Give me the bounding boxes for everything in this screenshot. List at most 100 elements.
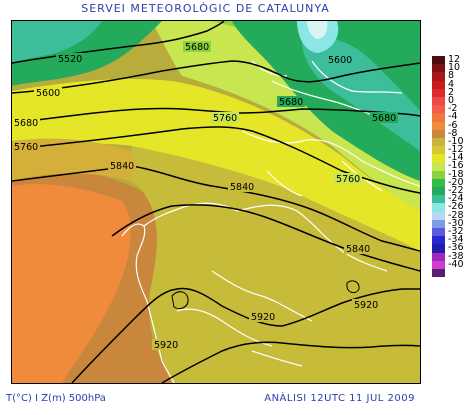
legend-swatch <box>432 146 445 155</box>
legend-label: -38 <box>448 250 464 262</box>
legend-label: -34 <box>448 234 464 246</box>
contour-label: 5600 <box>328 55 352 66</box>
legend-item: -38 <box>432 250 472 262</box>
legend-label: -22 <box>448 185 464 196</box>
legend-swatch <box>432 219 445 228</box>
legend-item: -12 <box>432 144 472 156</box>
legend-item: 10 <box>432 62 472 74</box>
legend-label: -18 <box>448 168 464 180</box>
legend-swatch <box>432 154 445 163</box>
legend-label: -40 <box>448 258 464 270</box>
legend-label: -26 <box>448 201 464 213</box>
legend-item: -28 <box>432 209 472 221</box>
legend-item: -18 <box>432 168 472 180</box>
legend-swatch <box>432 96 445 106</box>
legend-swatch <box>432 162 445 171</box>
legend-swatch <box>432 80 445 89</box>
legend-item: 4 <box>432 78 472 90</box>
contour-label: 5680 <box>279 97 303 108</box>
legend-swatch <box>432 88 445 97</box>
contour-label: 5760 <box>213 113 237 124</box>
legend-swatch <box>432 72 445 81</box>
legend-label: 4 <box>448 78 455 90</box>
legend-swatch <box>432 227 445 237</box>
weather-map: 5520 5600 5680 5760 5680 5600 5680 5680 … <box>11 20 421 384</box>
legend-swatch <box>432 56 445 65</box>
legend-swatch <box>432 129 445 138</box>
legend-label: 12 <box>448 54 461 65</box>
legend-swatch <box>432 268 445 278</box>
legend-item: -14 <box>432 152 472 164</box>
legend-item: -34 <box>432 234 472 246</box>
legend-swatch <box>432 244 445 253</box>
contour-label: 5920 <box>251 312 275 323</box>
legend-item: -6 <box>432 119 472 131</box>
legend-item: -22 <box>432 185 472 196</box>
legend-label: -4 <box>448 111 458 123</box>
map-title: SERVEI METEOROLÒGIC DE CATALUNYA <box>81 2 330 15</box>
legend-item: -16 <box>432 160 472 172</box>
legend-label: -30 <box>448 217 464 229</box>
legend-label: -12 <box>448 144 464 156</box>
analysis-timestamp: ANÀLISI 12UTC 11 JUL 2009 <box>264 393 415 404</box>
contour-label: 5920 <box>354 300 378 311</box>
legend-item: -32 <box>432 225 472 237</box>
contour-label: 5680 <box>185 42 209 53</box>
legend-swatch <box>432 203 445 212</box>
legend-item: -8 <box>432 127 472 139</box>
contour-label: 5920 <box>154 340 178 351</box>
legend-label: -28 <box>448 209 464 221</box>
contour-label: 5680 <box>372 113 396 124</box>
legend-label: -32 <box>448 225 464 237</box>
legend-label: -20 <box>448 176 464 188</box>
legend-label: -8 <box>448 127 458 139</box>
contour-label: 5600 <box>36 88 60 99</box>
legend-item: -30 <box>432 217 472 229</box>
legend-item: -10 <box>432 135 472 147</box>
legend-label: 2 <box>448 86 455 98</box>
legend-item: -20 <box>432 176 472 188</box>
legend-label: 0 <box>448 94 455 106</box>
legend-label: -10 <box>448 135 464 147</box>
legend-item: -2 <box>432 103 472 115</box>
legend-item: -40 <box>432 258 472 270</box>
legend-label: -16 <box>448 160 464 172</box>
contour-label: 5840 <box>110 161 134 172</box>
legend-swatch <box>432 252 445 261</box>
legend-label: -6 <box>448 119 458 131</box>
variable-label: T(°C) I Z(m) 500hPa <box>6 393 106 404</box>
legend-label: -24 <box>448 193 464 205</box>
legend-swatch <box>432 105 445 114</box>
legend-swatch <box>432 64 445 73</box>
legend-label: -36 <box>448 242 464 254</box>
contour-label: 5760 <box>336 174 360 185</box>
legend-swatch <box>432 137 445 147</box>
temperature-legend: 12 10 8 4 2 0 -2 -4 -6 -8 -10 -12 -14 -16 -18 -20 -22 -24… <box>432 54 472 278</box>
legend-swatch <box>432 236 445 245</box>
legend-item: -26 <box>432 201 472 213</box>
legend-label: 8 <box>448 70 455 82</box>
legend-label: -14 <box>448 152 464 164</box>
legend-swatch <box>432 113 445 122</box>
contour-label: 5840 <box>346 244 370 255</box>
legend-swatch <box>432 260 445 269</box>
legend-item: -24 <box>432 193 472 205</box>
legend-swatch <box>432 187 445 196</box>
legend-item: -36 <box>432 242 472 254</box>
contour-label: 5520 <box>58 54 82 65</box>
contour-label: 5840 <box>230 182 254 193</box>
legend-label: -2 <box>448 103 458 115</box>
legend-swatch <box>432 170 445 179</box>
legend-item <box>432 268 472 278</box>
contour-label: 5680 <box>14 118 38 129</box>
legend-item: -4 <box>432 111 472 123</box>
legend-label: 10 <box>448 62 461 74</box>
contour-label: 5760 <box>14 142 38 153</box>
legend-item: 2 <box>432 86 472 98</box>
legend-item: 0 <box>432 94 472 106</box>
legend-item: 8 <box>432 70 472 82</box>
legend-swatch <box>432 195 445 204</box>
legend-swatch <box>432 211 445 220</box>
legend-swatch <box>432 121 445 130</box>
legend-swatch <box>432 178 445 187</box>
